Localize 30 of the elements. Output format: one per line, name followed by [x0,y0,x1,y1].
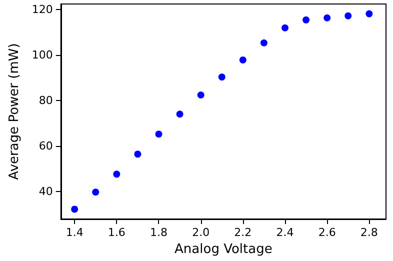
point [113,170,120,178]
y-tick-label: 40 [38,185,53,198]
y-tick-label: 80 [38,94,53,108]
point [302,16,310,24]
point [92,188,100,196]
x-tick-label: 2.4 [276,226,294,239]
x-tick-label: 2.8 [360,226,378,239]
point [324,14,331,22]
point [134,150,142,158]
y-axis-title: Average Power (mW) [7,43,22,180]
point [344,12,352,20]
point [71,206,78,213]
x-tick-label: 2.0 [192,226,210,239]
point [366,10,373,18]
x-tick-label: 1.6 [108,226,126,239]
y-tick-label: 100 [32,48,53,62]
x-tick-label: 2.2 [234,226,252,239]
point [197,92,204,99]
x-tick-label: 1.8 [150,226,168,239]
y-tick-label: 60 [38,140,53,153]
y-tick-label: 120 [32,3,53,16]
point [218,74,226,81]
point [155,130,162,138]
x-tick-label: 1.4 [66,226,84,239]
x-axis-title: Analog Voltage [174,242,272,257]
x-tick-label: 2.6 [318,226,336,239]
point [176,110,184,118]
point [239,56,246,64]
point [282,24,288,32]
point [260,39,268,46]
